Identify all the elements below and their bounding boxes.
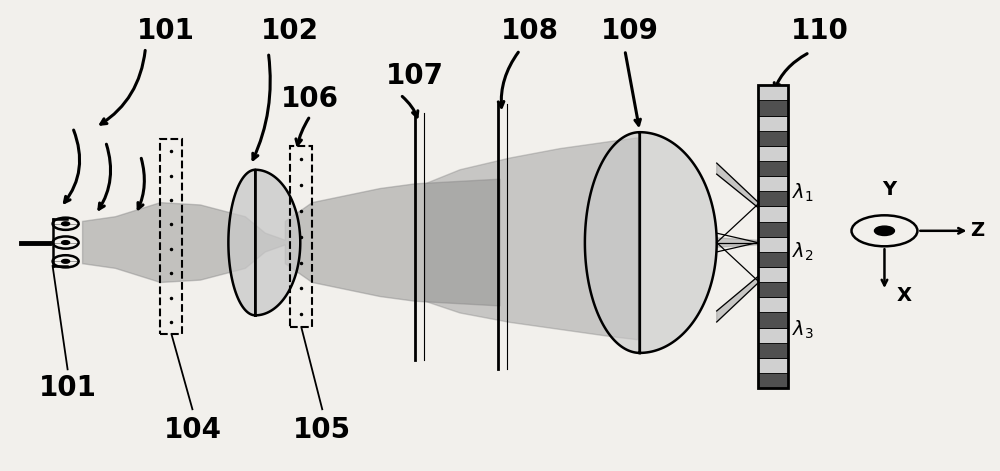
- Text: 108: 108: [501, 17, 559, 45]
- Bar: [160, 139, 182, 334]
- Bar: [758, 358, 788, 373]
- Text: 102: 102: [261, 17, 319, 45]
- Bar: [758, 312, 788, 327]
- Text: 104: 104: [163, 416, 221, 445]
- Text: Z: Z: [970, 221, 984, 240]
- Polygon shape: [717, 163, 758, 207]
- Bar: [758, 373, 788, 388]
- Bar: [758, 115, 788, 130]
- Polygon shape: [425, 138, 638, 340]
- Bar: [758, 176, 788, 191]
- Text: 101: 101: [137, 17, 194, 45]
- Bar: [758, 146, 788, 161]
- Bar: [758, 191, 788, 206]
- Bar: [758, 100, 788, 115]
- Text: 101: 101: [39, 374, 97, 402]
- Text: 110: 110: [791, 17, 848, 45]
- Bar: [758, 130, 788, 146]
- Circle shape: [62, 260, 70, 263]
- Bar: [758, 221, 788, 236]
- Polygon shape: [585, 132, 717, 353]
- Polygon shape: [228, 170, 300, 315]
- Bar: [758, 236, 788, 252]
- Polygon shape: [83, 179, 500, 306]
- Polygon shape: [717, 238, 758, 247]
- Text: 107: 107: [386, 62, 444, 90]
- Bar: [758, 85, 788, 100]
- Text: 106: 106: [281, 85, 339, 114]
- Bar: [758, 327, 788, 343]
- Bar: [758, 297, 788, 312]
- Text: $\lambda_3$: $\lambda_3$: [792, 318, 814, 341]
- Bar: [758, 252, 788, 267]
- Polygon shape: [717, 277, 758, 322]
- Bar: [758, 282, 788, 297]
- Text: $\lambda_1$: $\lambda_1$: [792, 182, 813, 204]
- Circle shape: [62, 222, 70, 226]
- Text: 109: 109: [601, 17, 659, 45]
- Text: 105: 105: [293, 416, 351, 445]
- Circle shape: [62, 241, 70, 244]
- Bar: [758, 343, 788, 358]
- Text: $\lambda_2$: $\lambda_2$: [792, 241, 813, 263]
- Bar: [758, 161, 788, 176]
- Text: Y: Y: [882, 180, 897, 199]
- Bar: [758, 85, 788, 388]
- Bar: [290, 146, 312, 327]
- Bar: [758, 267, 788, 282]
- Text: X: X: [897, 286, 912, 305]
- Bar: [758, 206, 788, 221]
- Circle shape: [874, 226, 894, 236]
